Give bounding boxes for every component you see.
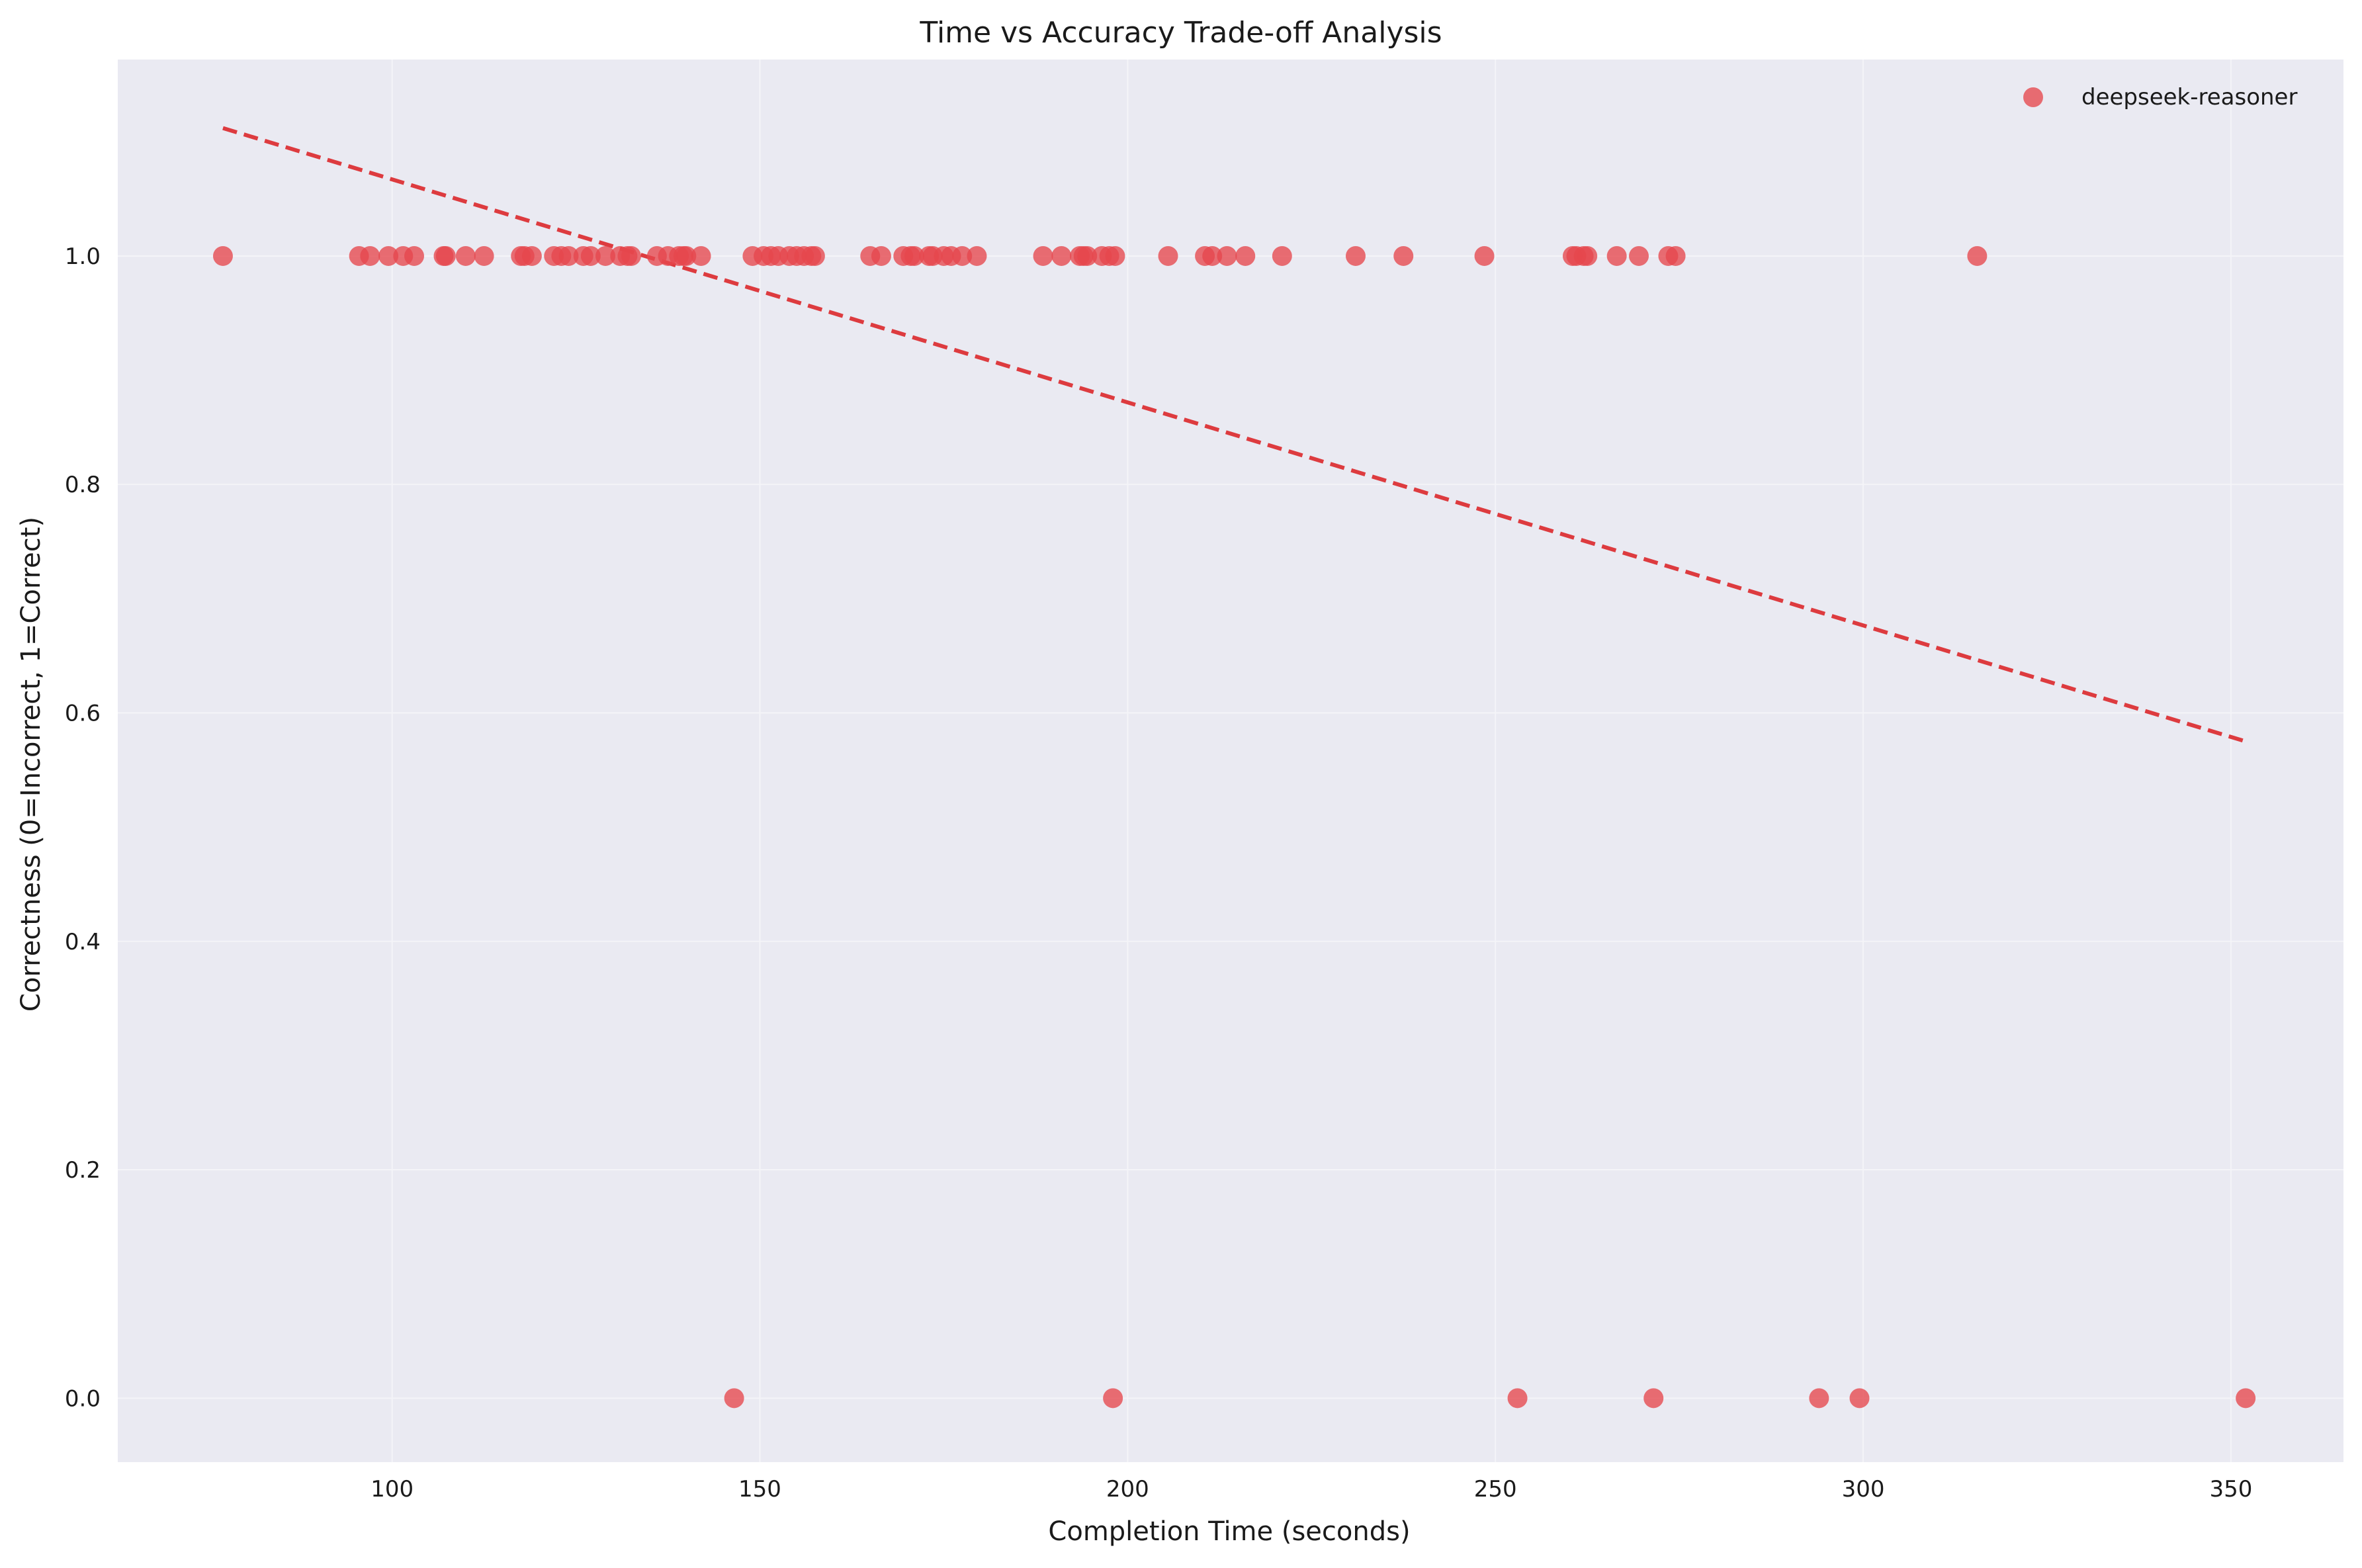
data-point [595,245,616,266]
chart-title: Time vs Accuracy Trade-off Analysis [919,16,1442,50]
data-point [474,245,494,266]
x-tick-label: 200 [1106,1476,1149,1503]
y-tick-label: 0.0 [65,1385,101,1412]
data-point [455,245,476,266]
data-point [1051,245,1072,266]
data-point [1809,1388,1829,1409]
legend-marker [2023,87,2043,107]
data-point [904,245,924,266]
plot-background [118,60,2343,1462]
data-point [952,245,973,266]
data-point [1628,245,1649,266]
data-point [1606,245,1627,266]
data-point [1345,245,1366,266]
data-point [580,245,601,266]
data-point [521,245,542,266]
data-points [212,245,2256,1409]
data-point [967,245,987,266]
data-point [805,245,825,266]
y-tick-label: 0.2 [65,1157,101,1184]
data-point [1033,245,1053,266]
legend: deepseek-reasoner [2023,84,2297,110]
trend-line [222,126,2247,744]
data-point [1272,245,1292,266]
y-tick-label: 0.4 [65,929,101,955]
x-tick-label: 350 [2209,1476,2252,1503]
tick-labels: 100 150 200 250 300 350 0.0 0.2 0.4 0.6 0.8 1.0 [65,243,2252,1503]
data-point [1158,245,1178,266]
data-point [1202,245,1223,266]
data-point [1105,245,1125,266]
legend-entry-label: deepseek-reasoner [2081,84,2297,110]
trend-line-group [222,126,2247,744]
data-point [1235,245,1256,266]
y-tick-label: 0.8 [65,472,101,498]
data-point [1967,245,1988,266]
data-point [360,245,380,266]
data-point [1474,245,1495,266]
x-tick-label: 300 [1842,1476,1885,1503]
data-point [724,1388,744,1409]
data-point [1103,1388,1123,1409]
data-point [558,245,579,266]
data-point [871,245,891,266]
data-point [404,245,425,266]
x-tick-label: 100 [371,1476,414,1503]
data-point [691,245,711,266]
y-tick-label: 1.0 [65,243,101,270]
data-point [1507,1388,1528,1409]
y-tick-label: 0.6 [65,700,101,726]
data-point [1643,1388,1664,1409]
data-point [1393,245,1414,266]
data-point [212,245,233,266]
data-point [378,245,399,266]
data-point [621,245,641,266]
x-tick-label: 150 [738,1476,781,1503]
y-axis-label: Correctness (0=Incorrect, 1=Correct) [16,517,46,1012]
data-point [2236,1388,2256,1409]
data-point [1077,245,1098,266]
data-point [1217,245,1237,266]
x-tick-label: 250 [1474,1476,1517,1503]
data-point [1577,245,1598,266]
data-point [676,245,697,266]
data-point [435,245,456,266]
x-axis-label: Completion Time (seconds) [1048,1516,1410,1547]
data-point [1849,1388,1870,1409]
data-point [1665,245,1686,266]
